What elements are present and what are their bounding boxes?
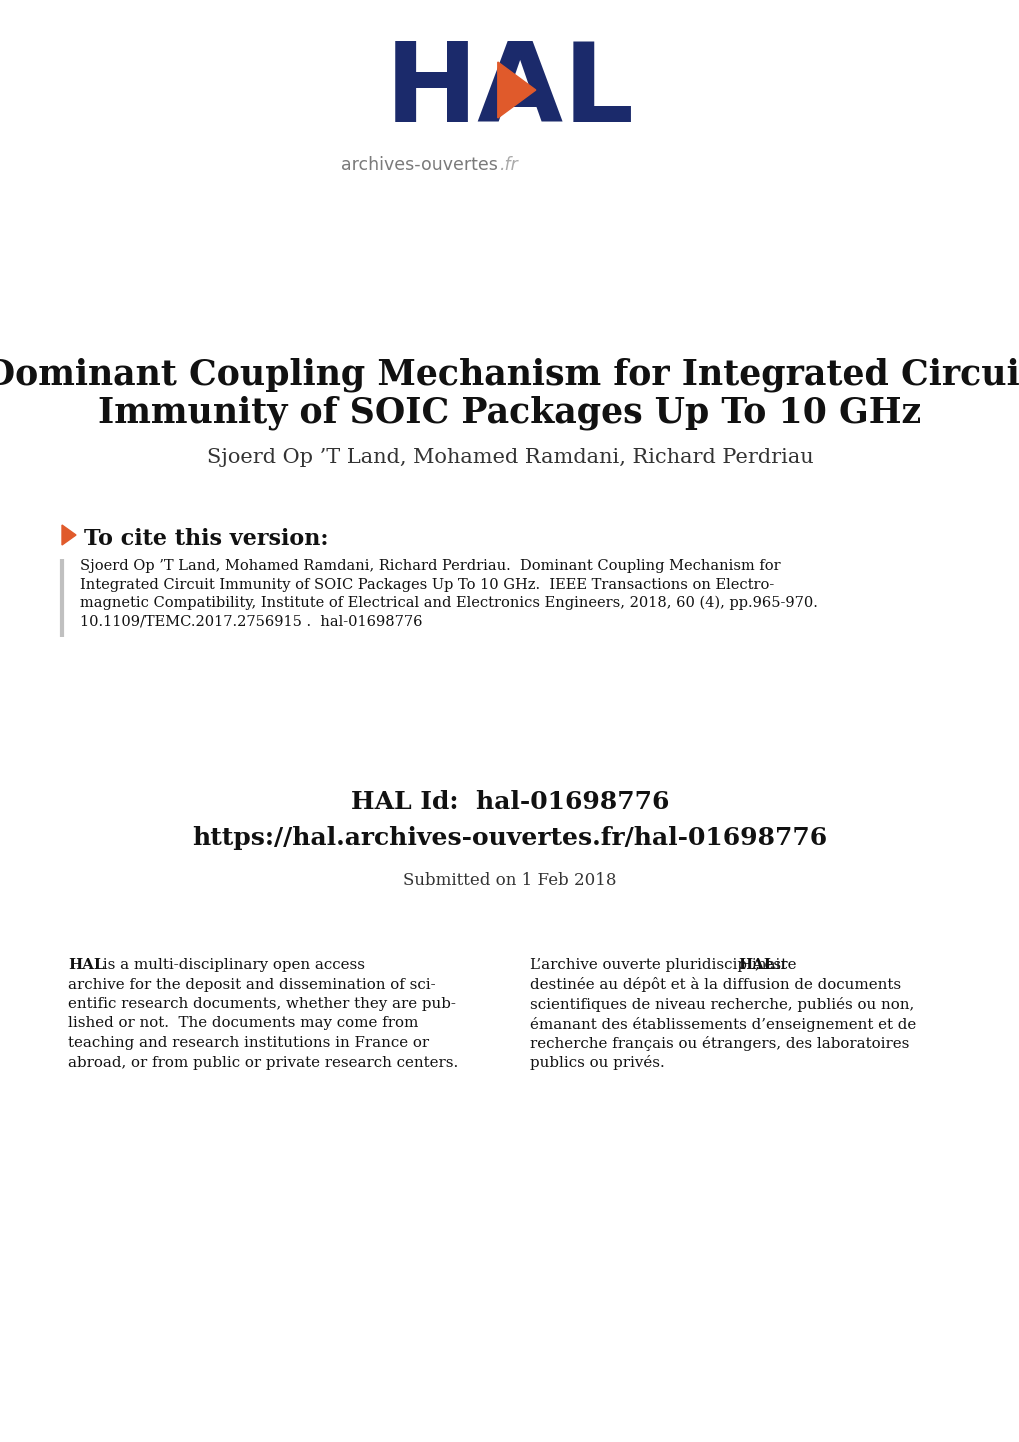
- Text: Immunity of SOIC Packages Up To 10 GHz: Immunity of SOIC Packages Up To 10 GHz: [99, 397, 920, 431]
- Text: HAL Id:  hal-01698776: HAL Id: hal-01698776: [351, 790, 668, 813]
- Text: Dominant Coupling Mechanism for Integrated Circuit: Dominant Coupling Mechanism for Integrat…: [0, 358, 1019, 392]
- Polygon shape: [62, 525, 76, 545]
- Text: émanant des établissements d’enseignement et de: émanant des établissements d’enseignemen…: [530, 1017, 915, 1031]
- Text: Integrated Circuit Immunity of SOIC Packages Up To 10 GHz.  IEEE Transactions on: Integrated Circuit Immunity of SOIC Pack…: [79, 577, 773, 591]
- Text: , est: , est: [754, 957, 786, 972]
- Text: archive for the deposit and dissemination of sci-: archive for the deposit and disseminatio…: [68, 978, 435, 992]
- Text: scientifiques de niveau recherche, publiés ou non,: scientifiques de niveau recherche, publi…: [530, 996, 913, 1012]
- Text: .fr: .fr: [499, 156, 519, 174]
- Text: archives-ouvertes: archives-ouvertes: [340, 156, 497, 174]
- Text: L’archive ouverte pluridisciplinaire: L’archive ouverte pluridisciplinaire: [530, 957, 801, 972]
- Text: teaching and research institutions in France or: teaching and research institutions in Fr…: [68, 1035, 429, 1050]
- Text: magnetic Compatibility, Institute of Electrical and Electronics Engineers, 2018,: magnetic Compatibility, Institute of Ele…: [79, 596, 817, 610]
- Text: abroad, or from public or private research centers.: abroad, or from public or private resear…: [68, 1056, 458, 1070]
- Text: Sjoerd Op ’T Land, Mohamed Ramdani, Richard Perdriau.  Dominant Coupling Mechani: Sjoerd Op ’T Land, Mohamed Ramdani, Rich…: [79, 559, 780, 572]
- Text: entific research documents, whether they are pub-: entific research documents, whether they…: [68, 996, 455, 1011]
- Text: Submitted on 1 Feb 2018: Submitted on 1 Feb 2018: [403, 872, 616, 890]
- Text: publics ou privés.: publics ou privés.: [530, 1056, 664, 1070]
- Text: To cite this version:: To cite this version:: [84, 528, 328, 549]
- Text: lished or not.  The documents may come from: lished or not. The documents may come fr…: [68, 1017, 418, 1031]
- Text: HAL: HAL: [68, 957, 104, 972]
- Polygon shape: [497, 62, 535, 118]
- Text: 10.1109/TEMC.2017.2756915 .  hal-01698776: 10.1109/TEMC.2017.2756915 . hal-01698776: [79, 614, 422, 629]
- Text: https://hal.archives-ouvertes.fr/hal-01698776: https://hal.archives-ouvertes.fr/hal-016…: [193, 826, 826, 849]
- Text: is a multi-disciplinary open access: is a multi-disciplinary open access: [98, 957, 365, 972]
- Text: Sjoerd Op ’T Land, Mohamed Ramdani, Richard Perdriau: Sjoerd Op ’T Land, Mohamed Ramdani, Rich…: [207, 448, 812, 467]
- Text: HAL: HAL: [737, 957, 773, 972]
- Text: recherche français ou étrangers, des laboratoires: recherche français ou étrangers, des lab…: [530, 1035, 909, 1051]
- Text: HAL: HAL: [384, 37, 635, 146]
- Text: destinée au dépôt et à la diffusion de documents: destinée au dépôt et à la diffusion de d…: [530, 978, 900, 992]
